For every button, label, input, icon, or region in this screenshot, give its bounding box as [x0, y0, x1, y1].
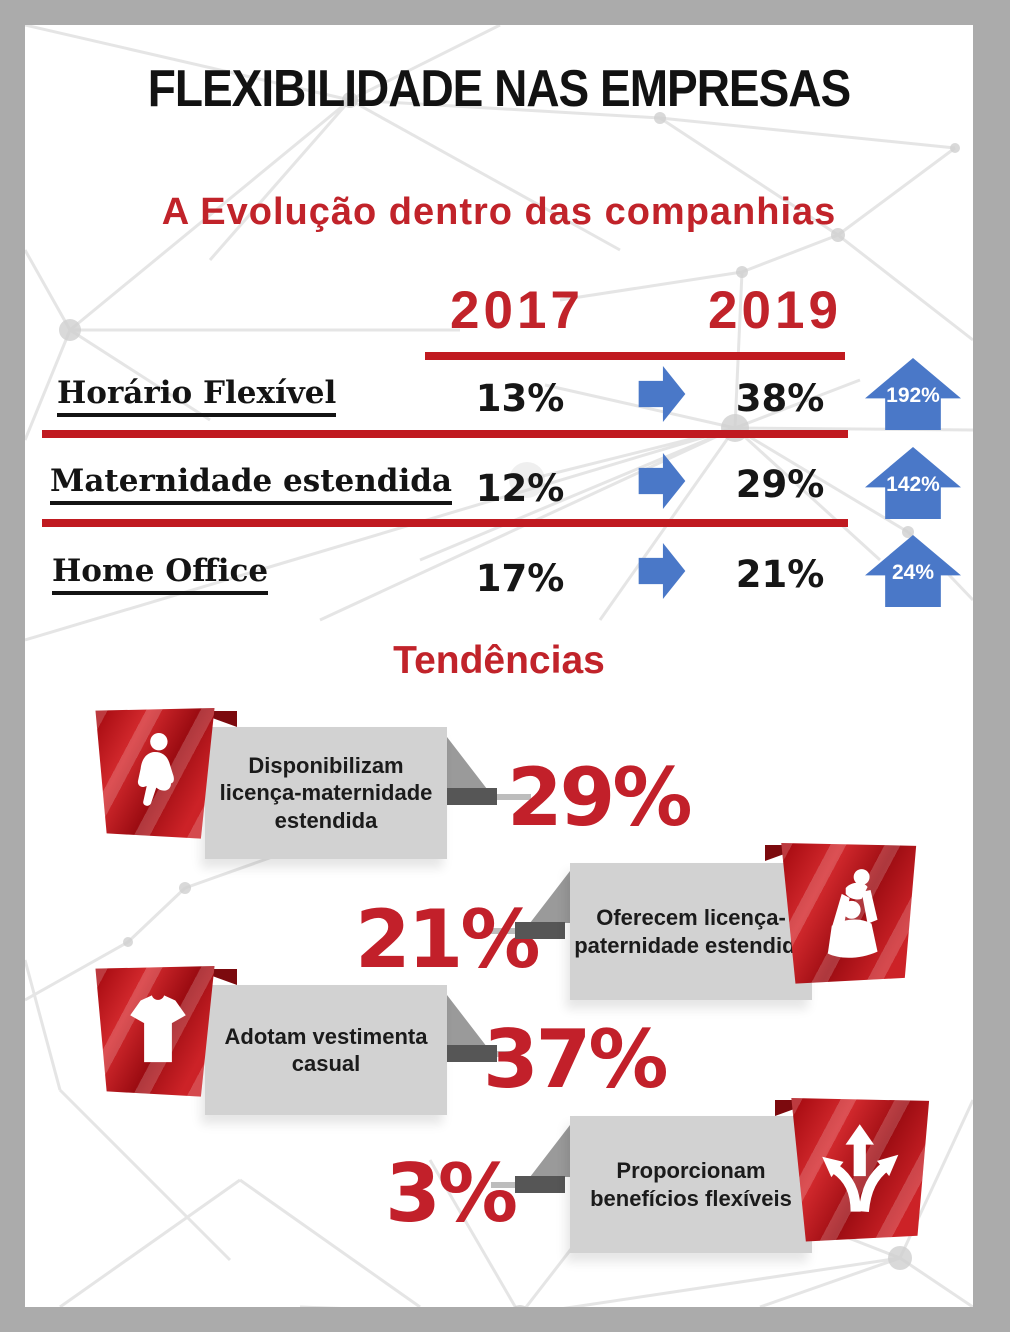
growth-arrow-row1: 192% — [863, 358, 963, 430]
value-2019-row1: 38% — [735, 377, 825, 420]
growth-value-row3: 24% — [891, 561, 935, 584]
trend-value-paternity: 21% — [355, 893, 540, 986]
connector-bar — [515, 1176, 565, 1193]
trend-value-maternity: 29% — [507, 751, 692, 844]
pregnant-woman-icon — [137, 733, 174, 807]
right-arrow-icon — [638, 366, 686, 422]
value-2017-row3: 17% — [475, 557, 565, 600]
father-child-icon — [828, 869, 878, 958]
row-label-maternidade: Maternidade estendida — [50, 463, 453, 505]
branching-arrows-icon — [821, 1123, 899, 1212]
connector-line — [497, 1051, 521, 1057]
trend-value-benefits: 3% — [385, 1147, 518, 1240]
row-divider-2 — [42, 519, 848, 527]
connector-line — [497, 794, 531, 800]
page-subtitle: A Evolução dentro das companhias — [161, 191, 837, 233]
up-arrow-icon — [865, 535, 961, 607]
trends-heading: Tendências — [393, 639, 605, 682]
row-divider-1 — [42, 430, 848, 438]
header-divider — [425, 352, 845, 360]
page-title: FLEXIBILIDADE NAS EMPRESAS — [147, 58, 851, 118]
growth-arrow-row2: 142% — [863, 447, 963, 519]
growth-value-row1: 192% — [886, 384, 940, 407]
connector-bar — [447, 1045, 497, 1062]
connector-line — [491, 1182, 517, 1188]
right-arrow-icon — [638, 543, 686, 599]
year-header-2017: 2017 — [450, 281, 584, 340]
value-2019-row2: 29% — [735, 463, 825, 506]
trend-label-box-maternity: Disponibilizam licença-maternidade esten… — [205, 727, 447, 859]
growth-value-row2: 142% — [886, 473, 940, 496]
tshirt-icon — [129, 995, 186, 1063]
trend-badge-paternity — [781, 843, 917, 984]
year-header-2019: 2019 — [708, 281, 842, 340]
trend-badge-dress — [95, 966, 215, 1097]
up-arrow-icon — [865, 358, 961, 430]
value-2019-row3: 21% — [735, 553, 825, 596]
trend-badge-maternity — [95, 708, 215, 839]
connector-bar — [515, 922, 565, 939]
trend-value-dress: 37% — [483, 1013, 668, 1106]
connector-bar — [447, 788, 497, 805]
trend-label-box-paternity: Oferecem licença-paternidade estendida — [570, 863, 812, 1000]
trend-badge-benefits — [791, 1098, 930, 1242]
infographic-canvas: FLEXIBILIDADE NAS EMPRESAS A Evolução de… — [25, 25, 973, 1307]
right-arrow-icon — [638, 453, 686, 509]
trend-label-box-dress: Adotam vestimenta casual — [205, 985, 447, 1115]
up-arrow-icon — [865, 447, 961, 519]
trend-label-box-benefits: Proporcionam benefícios flexíveis — [570, 1116, 812, 1253]
value-2017-row1: 13% — [475, 377, 565, 420]
row-label-home-office: Home Office — [52, 553, 269, 595]
growth-arrow-row3: 24% — [863, 535, 963, 607]
connector-line — [487, 928, 517, 934]
value-2017-row2: 12% — [475, 467, 565, 510]
row-label-horario-flexivel: Horário Flexível — [57, 375, 337, 417]
